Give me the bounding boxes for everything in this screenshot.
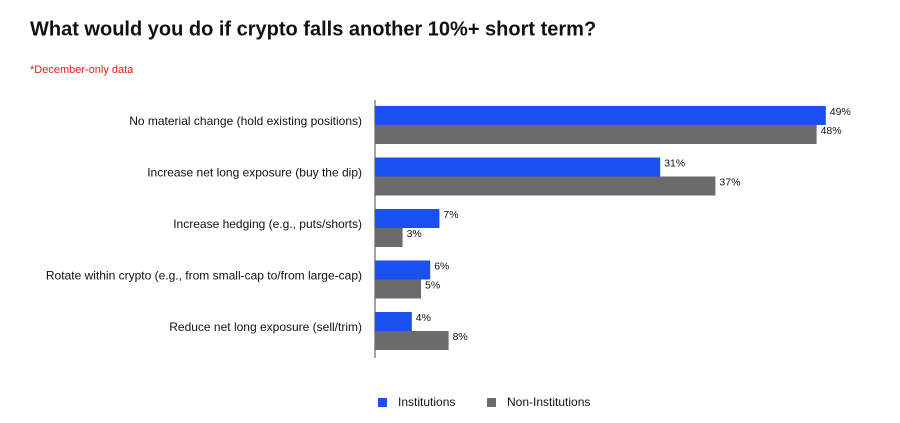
value-label: 49% xyxy=(830,106,851,118)
bar xyxy=(375,260,431,280)
chart-title: What would you do if crypto falls anothe… xyxy=(30,18,596,40)
bar xyxy=(375,176,716,196)
value-label: 7% xyxy=(443,209,458,221)
value-label: 31% xyxy=(664,157,685,169)
category-label: No material change (hold existing positi… xyxy=(129,114,362,128)
value-label: 4% xyxy=(416,312,431,324)
category-label: Reduce net long exposure (sell/trim) xyxy=(169,320,362,334)
value-label: 48% xyxy=(821,125,842,137)
legend-label: Institutions xyxy=(398,395,455,409)
category-label: Increase net long exposure (buy the dip) xyxy=(147,166,362,180)
value-label: 3% xyxy=(407,228,422,240)
legend-swatch xyxy=(487,398,496,407)
value-label: 6% xyxy=(434,260,449,272)
bar xyxy=(375,228,403,247)
legend-swatch xyxy=(378,398,387,407)
legend-label: Non-Institutions xyxy=(507,395,590,409)
bar xyxy=(375,331,449,350)
bar xyxy=(375,106,826,125)
value-label: 5% xyxy=(425,279,440,291)
value-label: 37% xyxy=(719,176,740,188)
category-label: Rotate within crypto (e.g., from small-c… xyxy=(46,269,362,283)
bar xyxy=(375,209,440,228)
bar xyxy=(375,279,421,299)
category-label: Increase hedging (e.g., puts/shorts) xyxy=(173,217,362,231)
chart-subtitle: *December-only data xyxy=(30,64,134,76)
value-label: 8% xyxy=(453,331,468,343)
bar xyxy=(375,312,412,331)
bar xyxy=(375,125,817,144)
bar xyxy=(375,157,661,177)
